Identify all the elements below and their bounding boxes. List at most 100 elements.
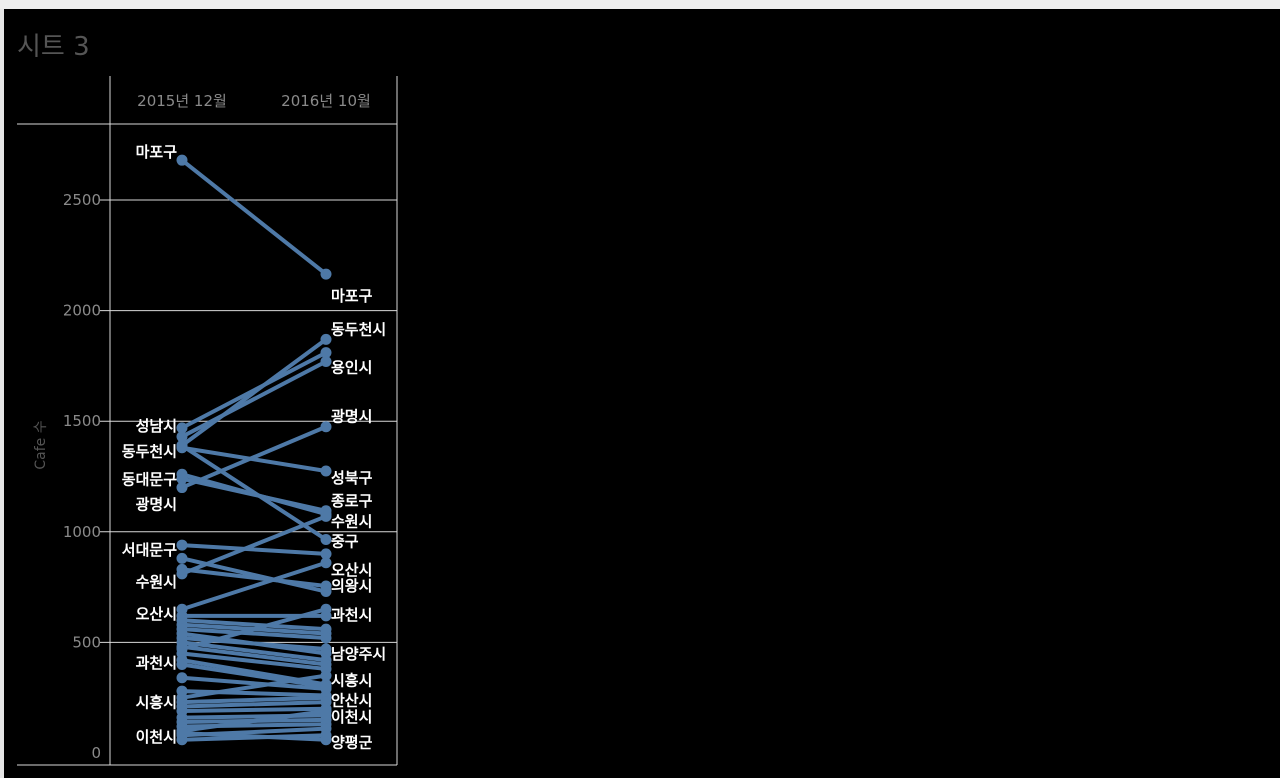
series-line xyxy=(180,622,328,636)
top-border xyxy=(0,0,1280,9)
chart-frame xyxy=(17,76,398,766)
series-line xyxy=(180,731,328,742)
y-axis-ticks: 0 500 1000 1500 2000 2500 xyxy=(63,191,101,762)
point-2016 xyxy=(320,268,332,280)
sheet-title: 시트 3 xyxy=(17,32,90,62)
left-border xyxy=(0,9,4,778)
series-line xyxy=(180,675,328,691)
point-2016 xyxy=(320,548,332,560)
series-line xyxy=(180,443,328,542)
series-line xyxy=(180,350,328,430)
label-right: 성북구 xyxy=(331,469,373,487)
label-right: 용인시 xyxy=(331,358,372,376)
label-left: 이천시 xyxy=(136,728,177,746)
point-2015 xyxy=(176,154,188,166)
y-tick-label: 2500 xyxy=(63,191,101,209)
point-2016 xyxy=(320,610,332,622)
y-axis-title: Cafe 수 xyxy=(33,420,49,469)
point-2015 xyxy=(176,473,188,485)
label-right: 안산시 xyxy=(331,691,372,709)
label-right: 의왕시 xyxy=(331,577,372,595)
point-2015 xyxy=(176,672,188,684)
point-2016 xyxy=(320,670,332,682)
series-line xyxy=(180,689,328,698)
label-right: 수원시 xyxy=(331,512,372,530)
series-line xyxy=(180,567,328,588)
label-left: 오산시 xyxy=(136,605,177,623)
series-line xyxy=(180,713,328,720)
label-right: 과천시 xyxy=(331,606,372,624)
y-tick-label: 1000 xyxy=(63,523,101,541)
label-left: 수원시 xyxy=(136,573,177,591)
label-right: 동두천시 xyxy=(331,320,386,338)
series-line xyxy=(180,717,328,725)
mark-labels: 마포구성남시동두천시동대문구광명시서대문구수원시오산시과천시시흥시이천시마포구동… xyxy=(122,143,386,751)
label-left: 과천시 xyxy=(136,654,177,672)
point-2016 xyxy=(320,632,332,644)
label-left: 서대문구 xyxy=(122,541,177,559)
label-right: 광명시 xyxy=(331,408,372,426)
y-tick-label: 1500 xyxy=(63,412,101,430)
label-left: 동대문구 xyxy=(122,470,177,488)
point-2016 xyxy=(320,355,332,367)
series-line xyxy=(180,556,328,594)
series-line xyxy=(180,445,328,473)
label-right: 남양주시 xyxy=(331,645,386,663)
point-2015 xyxy=(176,552,188,564)
series-line xyxy=(180,543,328,556)
series-line xyxy=(180,700,328,709)
point-2015 xyxy=(176,727,188,739)
series-line xyxy=(180,631,328,656)
label-left: 성남시 xyxy=(136,417,177,435)
point-2016 xyxy=(320,534,332,546)
series-line xyxy=(180,627,328,640)
y-axis-title-group: Cafe 수 xyxy=(33,420,49,469)
point-2016 xyxy=(320,734,332,746)
point-2015 xyxy=(176,422,188,434)
label-left: 시흥시 xyxy=(136,694,177,712)
column-headers: 2015년 12월 2016년 10월 xyxy=(137,92,371,110)
point-2016 xyxy=(320,557,332,569)
series-line xyxy=(180,706,328,713)
label-right: 이천시 xyxy=(331,708,372,726)
series-line xyxy=(180,640,328,663)
series-line xyxy=(180,662,328,689)
series-line xyxy=(180,560,328,612)
series-line xyxy=(180,722,328,729)
point-2016 xyxy=(320,333,332,345)
label-left: 광명시 xyxy=(136,496,177,514)
column-header: 2016년 10월 xyxy=(281,92,371,110)
point-2016 xyxy=(320,465,332,477)
label-right: 종로구 xyxy=(331,492,373,510)
label-right: 오산시 xyxy=(331,561,372,579)
point-2015 xyxy=(176,539,188,551)
series-lines xyxy=(180,158,328,742)
point-2015 xyxy=(176,440,188,452)
series-line xyxy=(180,359,328,439)
series-line xyxy=(180,644,328,667)
column-header: 2015년 12월 xyxy=(137,92,227,110)
series-points xyxy=(176,154,332,746)
point-2015 xyxy=(176,482,188,494)
label-left: 동두천시 xyxy=(122,443,177,461)
label-right: 중구 xyxy=(331,533,359,551)
point-2015 xyxy=(176,431,188,443)
series-line xyxy=(180,424,328,490)
point-2015 xyxy=(176,685,188,697)
label-left: 마포구 xyxy=(136,143,178,161)
series-line xyxy=(180,658,328,687)
series-line xyxy=(180,618,328,632)
point-2016 xyxy=(320,421,332,433)
series-line xyxy=(180,158,328,277)
point-2015 xyxy=(176,628,188,640)
point-2015 xyxy=(176,659,188,671)
point-2015 xyxy=(176,563,188,575)
y-tick-label: 0 xyxy=(91,744,101,762)
label-right: 시흥시 xyxy=(331,672,372,690)
y-tick-label: 500 xyxy=(72,633,101,651)
label-right: 양평군 xyxy=(331,733,373,751)
gridlines xyxy=(100,199,397,643)
series-line xyxy=(180,695,328,705)
point-2016 xyxy=(320,510,332,522)
